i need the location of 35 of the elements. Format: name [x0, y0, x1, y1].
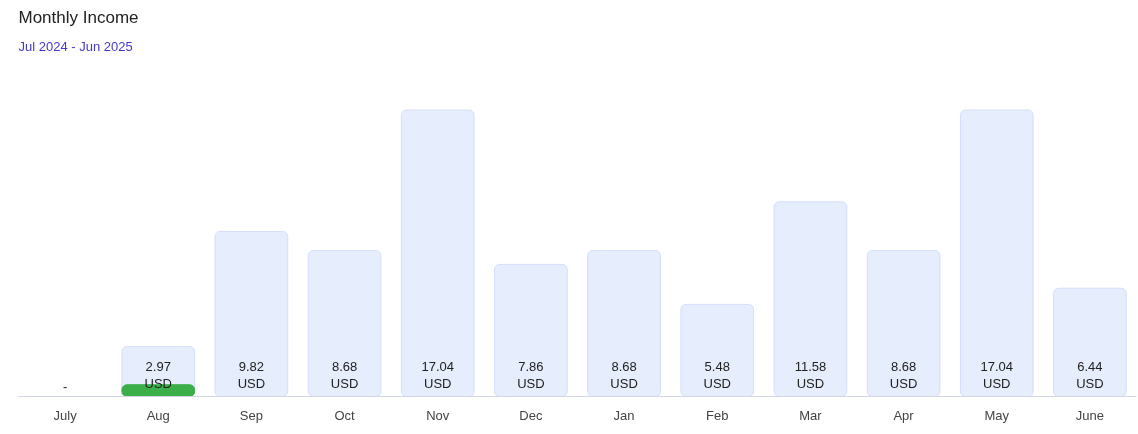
x-tick-label: Sep — [239, 407, 263, 423]
x-tick-label: July — [53, 407, 78, 423]
chart-title: Monthly Income — [18, 7, 139, 27]
data-label: 8.68 USD — [889, 359, 918, 391]
data-label: 5.48 USD — [703, 359, 731, 391]
x-tick-label: Nov — [426, 407, 450, 423]
x-tick-label: Mar — [799, 407, 823, 423]
x-tick-label: Aug — [146, 407, 170, 423]
bar — [400, 109, 475, 397]
bar — [587, 250, 661, 397]
x-tick-label: June — [1075, 407, 1105, 423]
bar — [1053, 287, 1127, 397]
data-label: 8.68 USD — [330, 359, 359, 391]
bar — [680, 303, 755, 397]
x-tick-label: Feb — [706, 407, 729, 423]
chart-subtitle: Jul 2024 - Jun 2025 — [18, 38, 133, 54]
x-tick-label: May — [984, 407, 1010, 423]
bar — [773, 201, 848, 397]
data-label: 11.58 USD — [794, 359, 827, 391]
data-label: 17.04 USD — [421, 359, 455, 391]
bar — [494, 263, 568, 397]
bar — [959, 109, 1034, 397]
data-label: 7.86 USD — [517, 359, 545, 391]
bar — [866, 250, 941, 397]
x-tick-label: Apr — [893, 407, 915, 423]
x-tick-label: Dec — [519, 407, 543, 423]
data-label: 8.68 USD — [610, 359, 638, 391]
x-tick-label: Jan — [613, 407, 635, 423]
data-label: 9.82 USD — [237, 359, 266, 391]
x-tick-label: Oct — [334, 407, 356, 423]
data-label: 6.44 USD — [1076, 359, 1104, 391]
bar — [307, 250, 382, 397]
bar — [214, 230, 289, 397]
text: - — [62, 378, 68, 394]
data-label: 17.04 USD — [980, 359, 1014, 391]
